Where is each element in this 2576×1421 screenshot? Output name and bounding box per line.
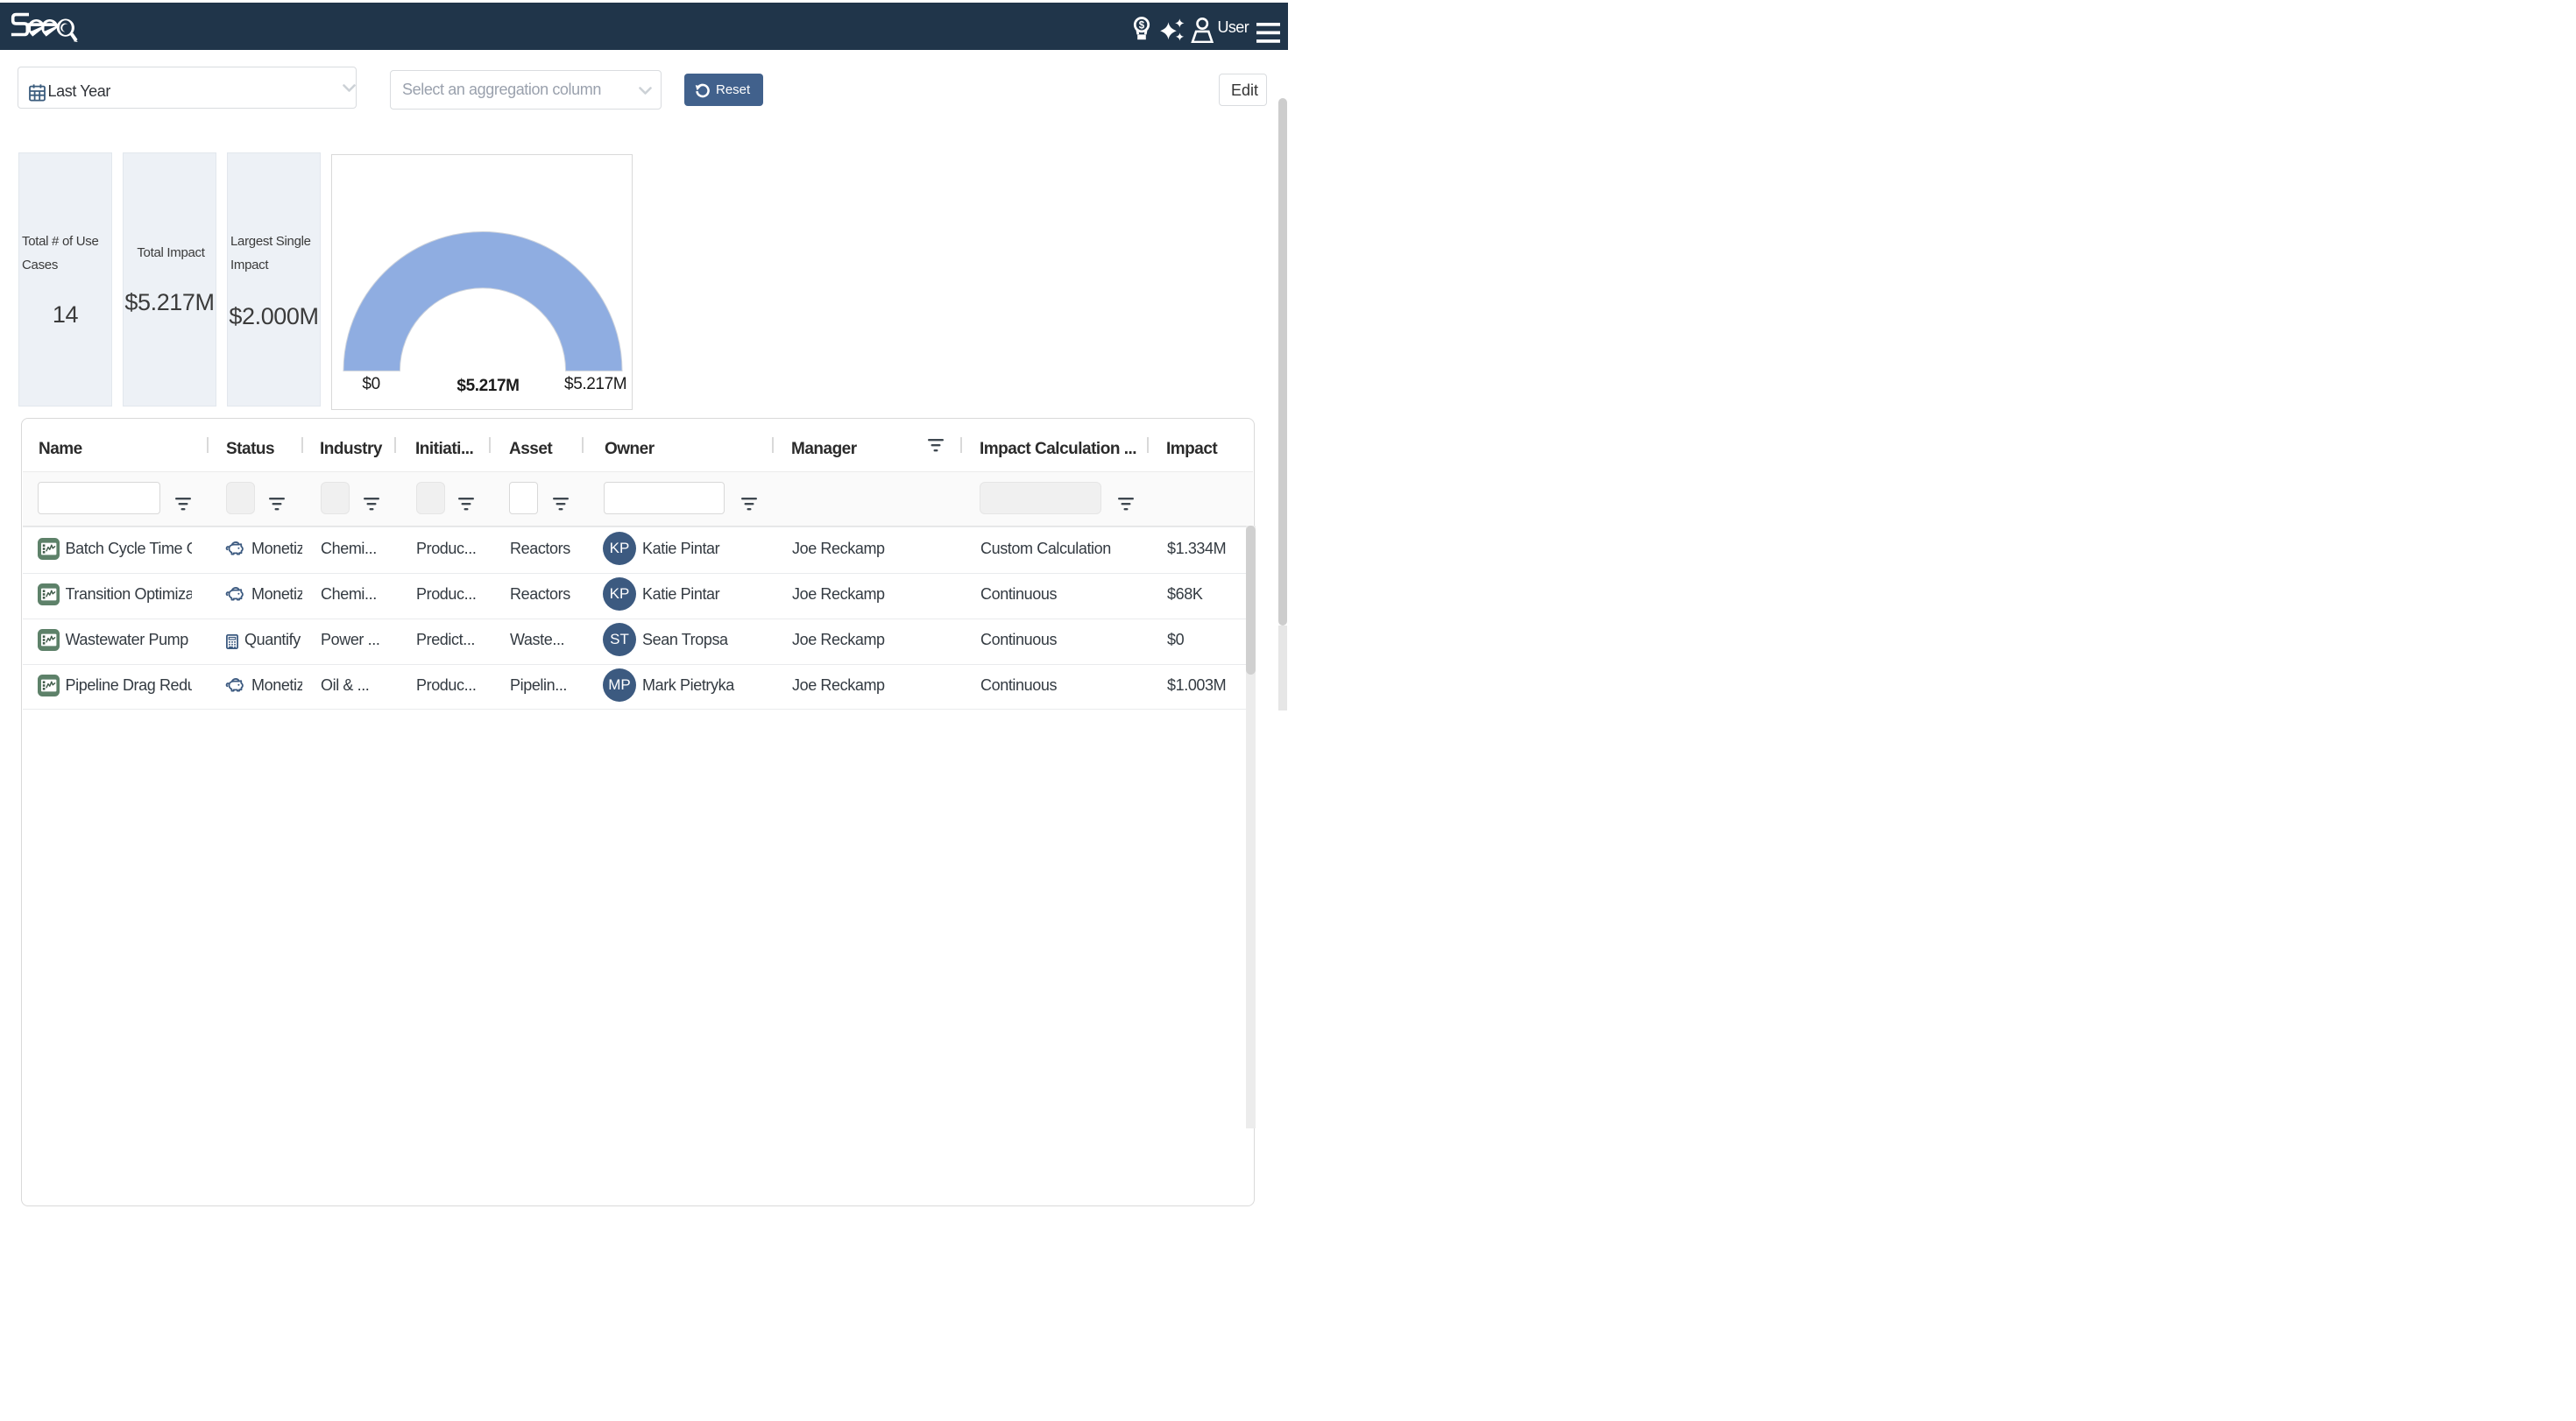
svg-text:$: $: [1139, 21, 1145, 32]
